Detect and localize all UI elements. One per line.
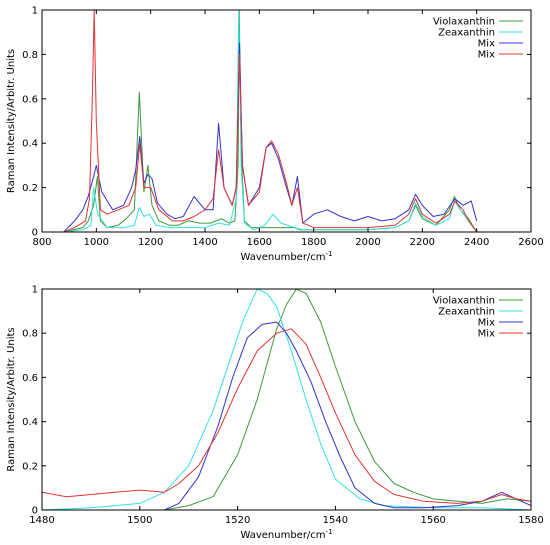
x-axis-label-superscript: -1 [326, 250, 333, 258]
series-line-1 [164, 289, 531, 510]
y-tick-label: 0 [32, 228, 38, 239]
y-tick-label: 0.4 [22, 139, 38, 150]
x-tick-label: 2400 [464, 237, 489, 248]
legend-label: Violaxanthin [433, 296, 495, 307]
x-tick-label: 1200 [138, 237, 163, 248]
y-tick-label: 0.6 [22, 373, 38, 384]
x-tick-label: 2000 [355, 237, 380, 248]
chart-1: 800 1000 1200 1400 1600 1800 2000 2200 2400 2600 0… [6, 6, 544, 264]
x-tick-label: 2600 [518, 237, 543, 248]
x-axis-label: Wavenumber/cm-1 [240, 528, 332, 541]
series-line-2 [63, 10, 478, 232]
legend-label: Mix [478, 329, 495, 340]
series-line-3 [164, 321, 531, 510]
x-axis-label-superscript: -1 [326, 528, 333, 536]
x-axis-label-text: Wavenumber/cm [240, 530, 325, 541]
x-tick-label: 1480 [29, 515, 54, 526]
series-line-2 [42, 289, 531, 510]
x-tick-label: 1800 [301, 237, 326, 248]
x-tick-label: 1540 [323, 515, 348, 526]
chart-2: 1480 1500 1520 1540 1560 1580 0 0.2 0.4 0.6 0.8 1 Wa… [6, 285, 544, 542]
x-axis-label-text: Wavenumber/cm [240, 252, 325, 263]
legend-label: Zeaxanthin [438, 307, 495, 318]
y-tick-label: 0.4 [22, 417, 38, 428]
legend-label: Mix [478, 318, 495, 329]
legend-label: Mix [478, 39, 495, 50]
y-axis-label: Raman Intensity/Arbitr. Units [6, 49, 17, 193]
x-tick-label: 1560 [420, 515, 445, 526]
x-tick-label: 1580 [518, 515, 543, 526]
x-tick-label: 1400 [192, 237, 217, 248]
legend-label: Zeaxanthin [438, 28, 495, 39]
y-tick-label: 0.8 [22, 50, 38, 61]
y-tick-label: 1 [32, 285, 38, 296]
legend-label: Violaxanthin [433, 17, 495, 28]
y-tick-label: 0.2 [22, 183, 38, 194]
y-tick-label: 0.6 [22, 94, 38, 105]
x-tick-label: 2200 [410, 237, 435, 248]
x-axis-label: Wavenumber/cm-1 [240, 250, 332, 263]
y-tick-label: 0.8 [22, 329, 38, 340]
x-tick-label: 800 [32, 237, 51, 248]
series-line-3 [63, 42, 478, 232]
y-tick-label: 1 [32, 6, 38, 17]
y-axis-label: Raman Intensity/Arbitr. Units [6, 327, 17, 471]
series-line-4 [63, 10, 478, 232]
y-tick-label: 0.2 [22, 461, 38, 472]
series-line-1 [63, 10, 478, 232]
series-line-4 [42, 328, 531, 504]
x-tick-label: 1500 [127, 515, 152, 526]
x-tick-label: 1520 [225, 515, 250, 526]
x-tick-label: 1000 [84, 237, 109, 248]
plot-frame [41, 288, 532, 511]
y-tick-label: 0 [32, 506, 38, 517]
legend-label: Mix [478, 50, 495, 61]
plot-frame [41, 9, 532, 233]
x-tick-label: 1600 [247, 237, 272, 248]
